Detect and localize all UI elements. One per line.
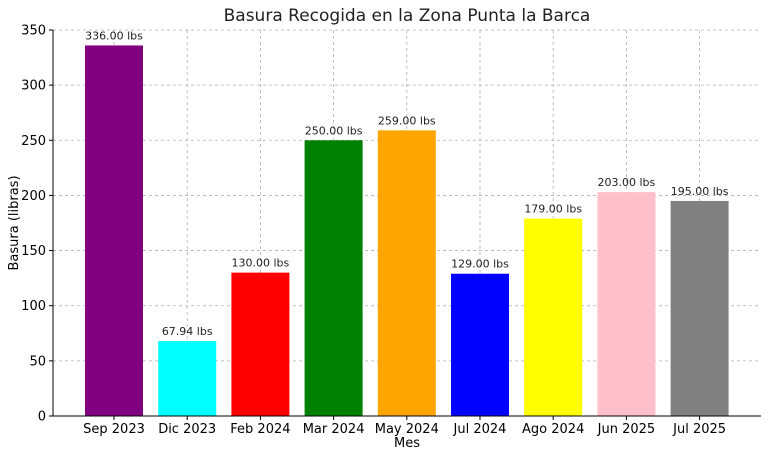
bar (597, 192, 656, 416)
x-tick-label: Jul 2024 (453, 422, 507, 437)
bars-layer (85, 45, 729, 417)
chart-title: Basura Recogida en la Zona Punta la Barc… (224, 6, 591, 26)
x-tick-label: Ago 2024 (522, 422, 584, 437)
axes-layer: 0 50 100 150 200 250 300 350 Sep 2023 Dic 2023 Feb… (21, 24, 761, 437)
x-tick-label: May 2024 (375, 422, 439, 437)
data-label: 250.00 lbs (305, 124, 363, 137)
bar (670, 200, 729, 416)
x-axis-title: Mes (394, 436, 420, 451)
y-axis-title: Basura (libras) (7, 175, 22, 270)
bar (451, 273, 509, 416)
y-tick-label: 150 (21, 244, 46, 259)
x-tick-label: Sep 2023 (83, 422, 145, 437)
y-tick-label: 300 (21, 79, 46, 94)
data-label: 203.00 lbs (598, 176, 656, 189)
data-label: 129.00 lbs (451, 258, 509, 271)
y-tick-label: 50 (29, 354, 46, 369)
x-tick-label: Mar 2024 (303, 422, 365, 437)
bar (158, 341, 217, 416)
bar (231, 272, 290, 416)
y-tick-label: 350 (21, 24, 46, 39)
y-tick-label: 0 (38, 410, 46, 425)
data-label: 130.00 lbs (232, 257, 290, 270)
x-tick-label: Dic 2023 (158, 422, 216, 437)
bar (85, 45, 143, 416)
x-tick-label: Jul 2025 (672, 422, 726, 437)
y-tick-label: 100 (21, 299, 46, 314)
bar (304, 140, 363, 417)
bar (377, 130, 436, 417)
data-label: 259.00 lbs (378, 114, 436, 127)
data-label: 179.00 lbs (524, 203, 582, 216)
data-labels-layer: 336.00 lbs 67.94 lbs 130.00 lbs 250.00 lbs 2… (85, 29, 729, 338)
data-label: 67.94 lbs (162, 325, 213, 338)
y-tick-label: 200 (21, 189, 46, 204)
bar (524, 218, 583, 416)
data-label: 336.00 lbs (85, 29, 143, 42)
data-label: 195.00 lbs (671, 185, 729, 198)
x-tick-label: Jun 2025 (597, 422, 656, 437)
y-tick-label: 250 (21, 134, 46, 149)
x-tick-label: Feb 2024 (230, 422, 290, 437)
